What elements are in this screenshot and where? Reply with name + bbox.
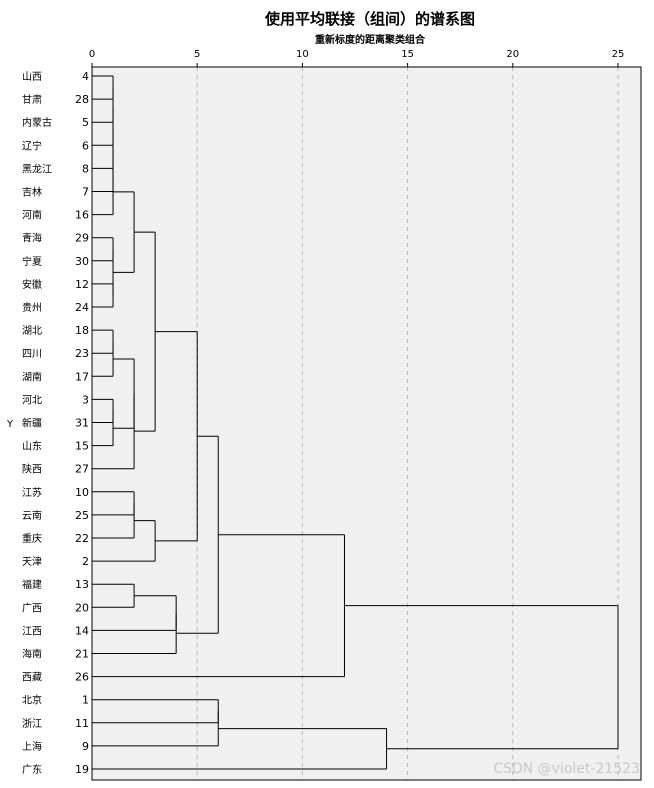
row-label: 河北 [22, 394, 42, 406]
row-id: 7 [82, 186, 89, 199]
row-id: 20 [75, 601, 89, 614]
row-label: 内蒙古 [22, 116, 52, 129]
plot-area [92, 67, 641, 780]
row-id: 21 [75, 648, 89, 661]
row-id: 3 [82, 393, 89, 406]
row-label: 江苏 [22, 486, 42, 499]
row-id: 28 [75, 93, 89, 106]
row-label: 安徽 [22, 278, 42, 291]
row-id: 29 [75, 232, 89, 245]
row-id: 11 [75, 717, 89, 730]
row-id: 1 [82, 694, 89, 707]
plot-frame [91, 66, 642, 781]
dendrogram-links [92, 75, 619, 770]
row-id: 4 [82, 70, 89, 83]
row-id: 12 [75, 278, 89, 291]
row-label: 新疆 [22, 417, 42, 430]
row-id: 14 [75, 624, 89, 637]
row-label: 北京 [22, 694, 42, 707]
row-id: 6 [82, 139, 89, 152]
row-id: 31 [75, 417, 89, 430]
row-label: 海南 [22, 648, 42, 661]
row-id: 24 [75, 301, 89, 314]
row-id: 5 [82, 116, 89, 129]
row-label: 青海 [22, 232, 42, 245]
row-label: 山东 [22, 440, 42, 453]
row-label: 湖南 [22, 370, 42, 383]
row-id: 17 [75, 370, 89, 383]
row-label: 吉林 [22, 186, 42, 199]
x-axis: 0 5 10 15 20 25 [89, 49, 625, 67]
row-label: 浙江 [22, 718, 42, 730]
row-label: 上海 [22, 740, 42, 753]
row-id: 9 [82, 740, 89, 753]
row-label: 福建 [22, 578, 42, 591]
row-id: 22 [75, 532, 89, 545]
watermark: CSDN @violet-21523 [493, 761, 640, 777]
chart-title: 使用平均联接（组间）的谱系图 [264, 10, 475, 28]
row-label: 天津 [22, 556, 42, 568]
row-label: 江西 [22, 625, 42, 637]
row-id: 19 [75, 763, 89, 776]
row-label: 甘肃 [22, 93, 42, 106]
row-label: 山西 [22, 71, 42, 83]
row-id: 26 [75, 671, 89, 684]
x-tick-label: 10 [296, 49, 309, 60]
row-id: 16 [75, 209, 89, 222]
row-label: 陕西 [22, 463, 42, 476]
row-label: 宁夏 [22, 255, 42, 268]
x-tick-label: 0 [89, 49, 95, 60]
x-tick-label: 15 [401, 49, 414, 60]
row-id: 15 [75, 440, 89, 453]
row-label: 湖北 [22, 325, 42, 337]
row-label: 云南 [22, 509, 42, 522]
row-label: 辽宁 [22, 139, 42, 152]
row-label: 河南 [22, 209, 42, 222]
row-id: 2 [82, 555, 89, 568]
row-label: 重庆 [22, 532, 42, 545]
x-tick-label: 25 [612, 49, 625, 60]
row-id: 8 [82, 162, 89, 175]
row-id: 27 [75, 463, 89, 476]
row-id: 10 [75, 486, 89, 499]
x-tick-label: 5 [194, 49, 200, 60]
row-id: 25 [75, 509, 89, 522]
row-label: 广东 [22, 763, 42, 776]
row-label: 黑龙江 [22, 162, 52, 175]
row-id: 18 [75, 324, 89, 337]
row-id: 30 [75, 255, 89, 268]
row-label: 贵州 [22, 301, 42, 314]
x-tick-label: 20 [506, 49, 519, 60]
axis-title: 重新标度的距离聚类组合 [315, 35, 425, 46]
row-id: 13 [75, 578, 89, 591]
row-label: 广西 [22, 602, 42, 614]
row-label: 西藏 [22, 672, 42, 684]
y-axis-label: Y [6, 419, 14, 430]
row-label: 四川 [22, 349, 42, 360]
row-id: 23 [75, 347, 89, 360]
